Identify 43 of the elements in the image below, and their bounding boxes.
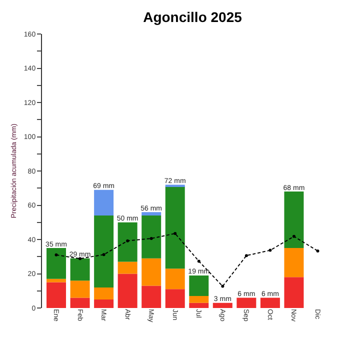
point: [292, 234, 296, 238]
bar: [189, 275, 209, 296]
bar: [70, 258, 90, 281]
bar: [70, 280, 90, 298]
bar: [165, 289, 185, 308]
bar: [118, 222, 138, 262]
bar: [70, 298, 90, 308]
bar: [142, 216, 162, 258]
point: [150, 236, 153, 240]
point: [197, 260, 200, 263]
point: [316, 249, 320, 252]
bar: [142, 212, 162, 216]
point: [221, 284, 224, 288]
bar: [142, 286, 162, 308]
bar: [46, 278, 66, 282]
bar: [284, 192, 304, 248]
bar: [284, 277, 304, 308]
bar: [189, 302, 209, 308]
bar: [212, 302, 232, 308]
bar: [94, 287, 114, 300]
bar: [165, 268, 185, 290]
point: [126, 239, 130, 242]
point: [244, 254, 248, 258]
bar: [165, 186, 185, 269]
bar: [142, 258, 162, 286]
bar: [46, 248, 66, 279]
bar: [260, 298, 280, 308]
bar: [94, 299, 114, 308]
bar: [94, 216, 114, 288]
bar: [46, 282, 66, 308]
bar: [284, 248, 304, 278]
point: [78, 257, 82, 260]
bar: [94, 190, 114, 216]
point: [268, 248, 272, 252]
point: [54, 253, 58, 256]
bar: [189, 296, 209, 303]
bar: [118, 262, 138, 274]
line-series: [54, 232, 320, 288]
bar: [118, 274, 138, 308]
chart-title: Agoncillo 2025: [143, 9, 242, 26]
point: [102, 253, 106, 256]
bar: [236, 298, 256, 308]
point: [174, 232, 177, 236]
